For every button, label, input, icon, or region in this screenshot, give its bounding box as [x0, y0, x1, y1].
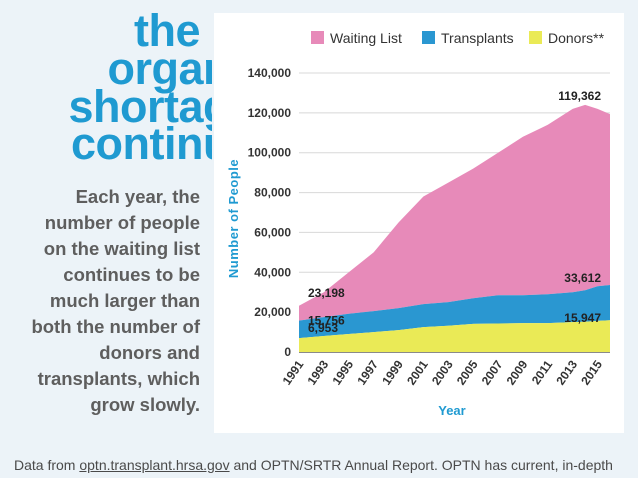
x-tick-label-12: 2015	[578, 357, 605, 387]
legend-swatch-1	[422, 31, 435, 44]
y-tick-label-3: 60,000	[254, 225, 291, 239]
series-area-waiting-list	[299, 104, 610, 321]
headline-line-3: shortag	[68, 80, 212, 132]
legend-swatch-2	[529, 31, 542, 44]
footer-suffix: and OPTN/SRTR Annual Report. OPTN has cu…	[229, 457, 613, 473]
x-axis-title: Year	[438, 403, 465, 418]
data-label-3: 119,362	[558, 89, 601, 103]
legend-swatch-0	[311, 31, 324, 44]
y-tick-label-7: 140,000	[248, 66, 292, 80]
legend-label-1: Transplants	[441, 30, 514, 46]
area-chart: Waiting List Transplants Donors** 0 20,000 4…	[226, 30, 610, 418]
source-link[interactable]: optn.transplant.hrsa.gov	[79, 457, 230, 473]
chart-areas	[299, 104, 610, 352]
data-label-5: 15,947	[564, 311, 601, 325]
headline-line-2: organ	[107, 42, 212, 94]
x-tick-label-3: 1997	[354, 357, 381, 387]
y-tick-label-4: 80,000	[254, 186, 291, 200]
y-tick-label-2: 40,000	[254, 265, 291, 279]
x-tick-label-8: 2007	[479, 357, 506, 387]
data-label-0: 23,198	[308, 286, 345, 300]
x-tick-label-9: 2009	[504, 357, 531, 387]
x-tick-label-10: 2011	[529, 357, 556, 387]
y-axis-title: Number of People	[226, 159, 241, 278]
data-label-1: 15,756	[308, 314, 345, 328]
data-label-4: 33,612	[564, 271, 601, 285]
y-tick-label-5: 100,000	[248, 146, 292, 160]
headline-line-4: continu	[71, 118, 212, 162]
legend: Waiting List Transplants Donors**	[311, 30, 605, 46]
legend-label-2: Donors**	[548, 30, 605, 46]
x-tick-label-7: 2005	[454, 357, 481, 387]
y-tick-label-6: 120,000	[248, 106, 292, 120]
y-tick-label-1: 20,000	[254, 305, 291, 319]
x-tick-label-1: 1993	[305, 357, 332, 387]
x-tick-label-4: 1999	[379, 357, 406, 387]
x-tick-label-0: 1991	[280, 357, 307, 387]
headline: the organ shortag continu	[0, 12, 212, 162]
chart-card: Waiting List Transplants Donors** 0 20,000 4…	[214, 13, 624, 433]
series-area-donors	[299, 320, 610, 352]
series-area-transplants	[299, 285, 610, 339]
footer-prefix: Data from	[14, 457, 80, 473]
y-tick-label-0: 0	[284, 345, 291, 359]
x-tick-label-2: 1995	[329, 357, 356, 387]
legend-label-0: Waiting List	[330, 30, 402, 46]
x-tick-label-6: 2003	[429, 357, 456, 387]
x-tick-label-5: 2001	[404, 357, 431, 387]
data-label-2: 6,953	[308, 321, 338, 335]
x-tick-label-11: 2013	[553, 357, 580, 387]
footer-note: Data from optn.transplant.hrsa.gov and O…	[14, 456, 634, 474]
headline-line-1: the	[134, 12, 201, 56]
body-text: Each year, the number of people on the w…	[31, 186, 200, 415]
